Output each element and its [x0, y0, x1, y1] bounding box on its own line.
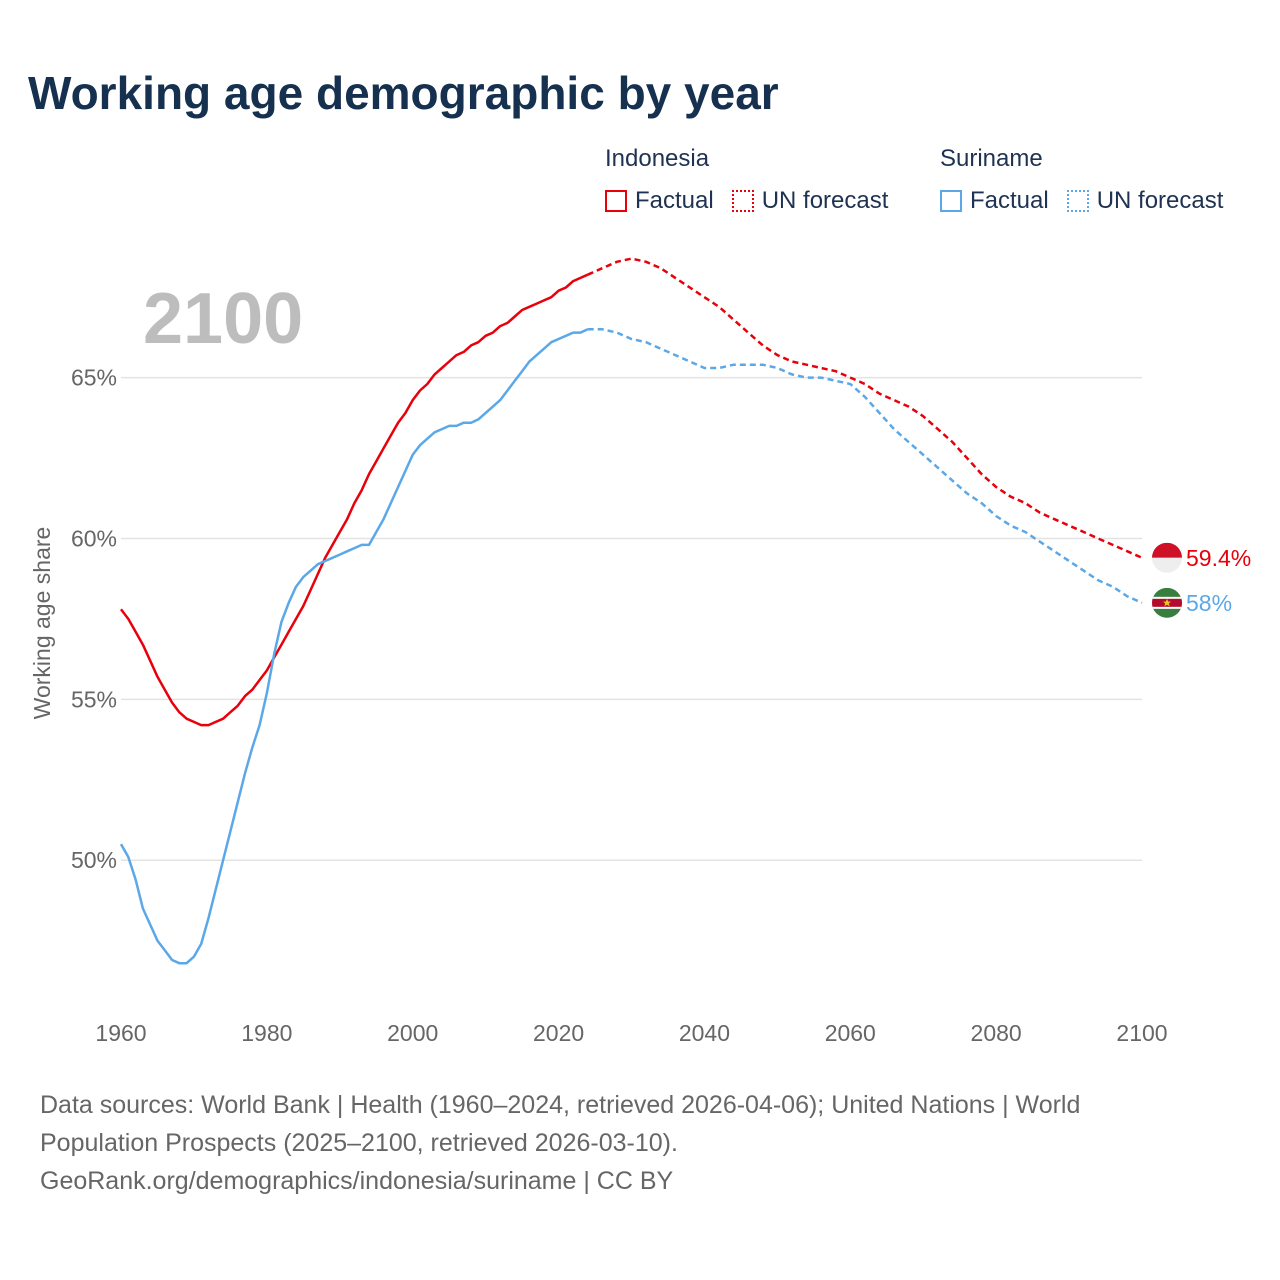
- year-watermark: 2100: [143, 279, 303, 359]
- flag-suriname-icon: [1152, 587, 1182, 618]
- legend-label: Factual: [970, 187, 1049, 214]
- series-line-suriname-factual: [119, 328, 589, 965]
- axis-layer: 50% 55% 60% 65% 1960 1980 2000 2020 2040 2060 2080…: [29, 365, 1168, 1046]
- footer-line: Data sources: World Bank | Health (1960–…: [40, 1091, 1081, 1119]
- legend-group-name: Suriname: [940, 145, 1043, 172]
- legend-item-suriname-forecast[interactable]: UN forecast: [1066, 187, 1224, 215]
- y-tick-label: 50%: [71, 847, 117, 873]
- legend-swatch-dotted-icon: [731, 190, 754, 212]
- legend-label: UN forecast: [761, 187, 889, 214]
- chart-title: Working age demographic by year: [28, 67, 779, 119]
- flag-red-band: [1152, 542, 1182, 558]
- grid-layer: [121, 376, 1142, 861]
- y-axis-label: Working age share: [29, 527, 55, 720]
- x-tick-label: 2060: [825, 1020, 876, 1046]
- x-tick-label: 1960: [95, 1020, 146, 1046]
- flag-body: [1152, 587, 1182, 618]
- series-layer: [119, 257, 1143, 965]
- x-tick-label: 1980: [241, 1020, 292, 1046]
- end-label-suriname: 58%: [1186, 590, 1232, 616]
- x-tick-label: 2040: [679, 1020, 730, 1046]
- legend-group-suriname: Suriname Factual UN forecast: [940, 145, 1223, 215]
- footer-line: Population Prospects (2025–2100, retriev…: [40, 1129, 678, 1157]
- x-tick-label: 2000: [387, 1020, 438, 1046]
- end-label-layer: 59.4% 58%: [1152, 542, 1251, 618]
- x-tick-label: 2020: [533, 1020, 584, 1046]
- legend-swatch-solid-icon: [940, 190, 962, 212]
- y-tick-label: 65%: [71, 365, 117, 391]
- legend-item-indonesia-factual[interactable]: Factual: [605, 187, 714, 215]
- series-line-indonesia-forecast: [587, 257, 1143, 559]
- flag-indonesia-icon: [1152, 542, 1182, 573]
- y-tick-label: 55%: [71, 686, 117, 712]
- legend-group-indonesia: Indonesia Factual UN forecast: [605, 145, 888, 215]
- footer-line: GeoRank.org/demographics/indonesia/surin…: [40, 1167, 674, 1195]
- legend-item-suriname-factual[interactable]: Factual: [940, 187, 1049, 215]
- legend-swatch-solid-icon: [605, 190, 627, 212]
- legend-label: UN forecast: [1096, 187, 1224, 214]
- legend-group-name: Indonesia: [605, 145, 710, 172]
- end-label-indonesia: 59.4%: [1186, 545, 1251, 571]
- x-tick-label: 2100: [1116, 1020, 1167, 1046]
- flag-body: [1152, 542, 1182, 573]
- legend-label: Factual: [635, 187, 714, 214]
- x-tick-label: 2080: [971, 1020, 1022, 1046]
- flag-white-band: [1152, 557, 1182, 573]
- series-line-indonesia-factual: [120, 273, 589, 727]
- y-tick-label: 60%: [71, 525, 117, 551]
- series-line-suriname-forecast: [587, 328, 1143, 604]
- legend-swatch-dotted-icon: [1066, 190, 1089, 212]
- footer-sources: Data sources: World Bank | Health (1960–…: [40, 1086, 1220, 1200]
- legend-item-indonesia-forecast[interactable]: UN forecast: [731, 187, 889, 215]
- flag-star: [1163, 598, 1171, 607]
